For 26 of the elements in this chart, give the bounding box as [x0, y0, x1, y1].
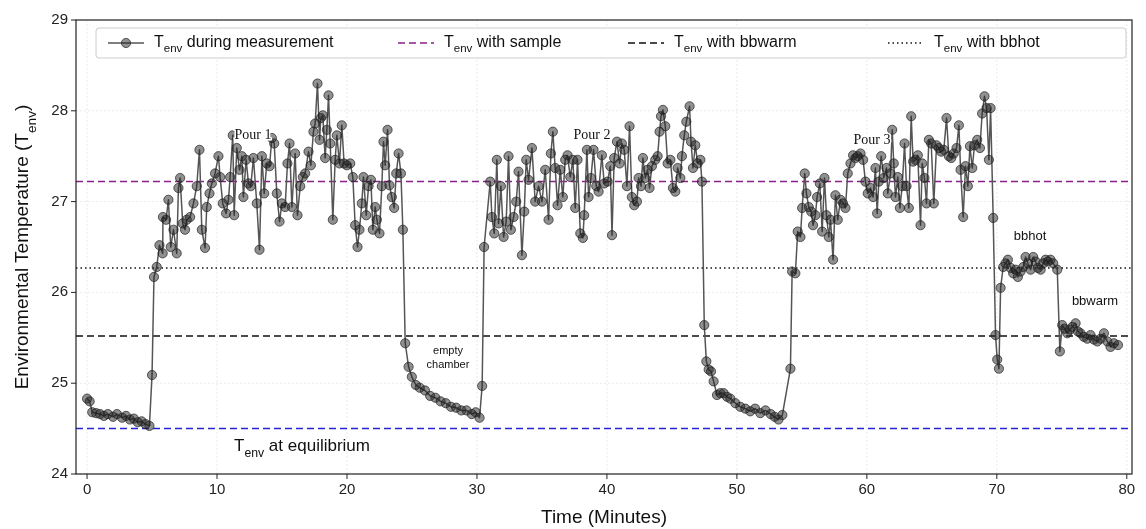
x-tick-label: 20 — [338, 480, 356, 497]
x-tick-label: 70 — [988, 480, 1006, 497]
x-tick-label: 50 — [728, 480, 746, 497]
x-axis-title: Time (Minutes) — [541, 506, 667, 527]
legend-label: T$_{env}$ during measurement — [154, 33, 335, 55]
y-tick-label: 28 — [51, 100, 68, 118]
x-tick-label: 60 — [858, 480, 876, 497]
y-tick-label: 24 — [51, 463, 68, 481]
x-tick-label: 40 — [598, 480, 616, 497]
x-tick-label: 10 — [208, 480, 226, 497]
y-tick-label: 29 — [51, 9, 68, 27]
annotation: bbwarm — [1071, 293, 1119, 309]
x-tick-label: 30 — [468, 480, 486, 497]
y-tick-label: 26 — [51, 282, 68, 300]
annotation: Pour 2 — [573, 127, 611, 143]
annotation: empty chamber — [426, 343, 470, 370]
legend-label: T$_{env}$ with bbhot — [934, 33, 1041, 55]
annotation: Pour 3 — [853, 132, 891, 148]
x-tick-label: 80 — [1118, 480, 1136, 497]
legend-label: T$_{env}$ with sample — [444, 33, 562, 55]
annotation: bbhot — [1013, 228, 1047, 244]
x-tick-label: 0 — [82, 480, 92, 497]
legend-label: T$_{env}$ with bbwarm — [674, 33, 797, 55]
y-tick-label: 25 — [51, 373, 68, 391]
annotation: T$_{env}$ at equilibrium — [234, 436, 370, 461]
y-tick-label: 27 — [51, 191, 68, 209]
